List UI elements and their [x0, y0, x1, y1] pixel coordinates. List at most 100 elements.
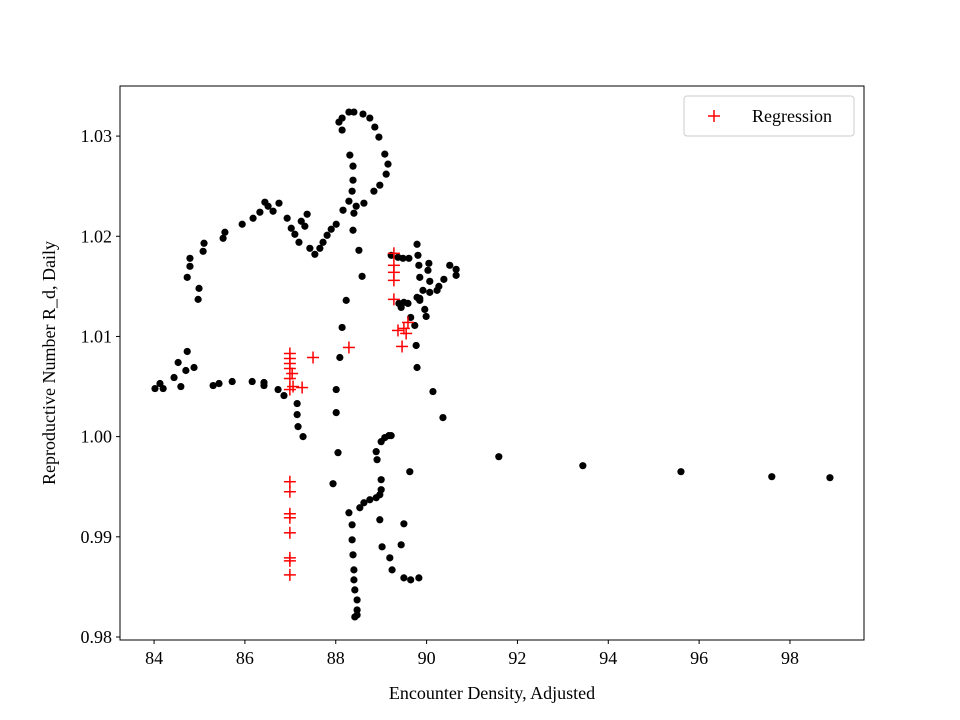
dot	[435, 282, 443, 290]
dot	[297, 217, 305, 225]
dot	[826, 474, 834, 482]
dot	[400, 574, 408, 582]
dot	[440, 275, 448, 283]
y-tick-label: 1.03	[81, 126, 113, 146]
plus-marker	[401, 316, 414, 329]
dot	[375, 133, 383, 141]
dot	[159, 384, 167, 393]
y-tick-label: 1.01	[81, 326, 113, 346]
dot	[338, 114, 346, 122]
dot	[356, 504, 364, 512]
dot	[228, 377, 236, 386]
dot	[249, 214, 257, 222]
dot	[151, 384, 159, 393]
x-tick-label: 96	[690, 648, 708, 668]
dot	[358, 272, 366, 280]
dot	[382, 170, 390, 178]
plot-frame	[119, 85, 865, 641]
dot	[424, 266, 432, 274]
dot	[195, 284, 203, 292]
plus-marker	[283, 485, 296, 498]
dot	[332, 408, 340, 417]
y-tick-label: 1.00	[81, 427, 113, 447]
dot	[351, 586, 359, 594]
dot	[353, 596, 361, 604]
dot	[221, 228, 229, 236]
dot	[299, 433, 307, 441]
dot	[349, 176, 357, 184]
dot	[190, 363, 198, 372]
dot	[182, 366, 190, 375]
dot	[295, 238, 303, 246]
plus-marker	[342, 341, 355, 354]
dot	[306, 244, 314, 252]
dot	[338, 126, 346, 134]
dot	[415, 261, 423, 269]
legend-label: Regression	[752, 106, 832, 126]
dot	[366, 496, 374, 504]
plus-marker	[283, 362, 296, 375]
dot	[352, 202, 360, 210]
dot	[350, 576, 358, 584]
plus-marker	[387, 293, 400, 306]
dot	[301, 222, 309, 230]
dot	[274, 385, 282, 394]
dot	[495, 453, 503, 461]
dot	[346, 151, 354, 159]
dot	[373, 456, 381, 464]
dot	[360, 499, 368, 507]
dot	[183, 273, 191, 281]
dot	[355, 246, 363, 254]
dot	[371, 123, 379, 131]
dot	[238, 220, 246, 228]
dot	[397, 541, 405, 549]
dot	[349, 551, 357, 559]
plus-marker	[391, 324, 404, 337]
dot	[186, 262, 194, 270]
dot	[345, 197, 353, 205]
dot	[338, 323, 346, 332]
dot	[411, 321, 419, 330]
dot	[342, 296, 350, 304]
x-axis-label: Encounter Density, Adjusted	[389, 683, 595, 703]
plus-marker	[283, 383, 296, 396]
dot	[372, 448, 380, 456]
dot	[264, 202, 272, 210]
legend-box	[683, 95, 855, 137]
y-tick-label: 0.98	[81, 627, 113, 647]
plus-marker	[286, 367, 299, 380]
dot	[294, 423, 302, 431]
y-tick-label: 0.99	[81, 527, 113, 547]
x-tick-label: 86	[236, 648, 254, 668]
x-tick-label: 92	[508, 648, 526, 668]
plus-marker	[400, 327, 413, 340]
plus-marker	[283, 372, 296, 385]
dot	[209, 381, 217, 390]
dot	[422, 312, 430, 321]
dot	[359, 110, 367, 118]
dot	[287, 224, 295, 232]
dot	[348, 521, 356, 529]
dot	[413, 240, 421, 248]
dot	[452, 271, 460, 279]
dot	[386, 554, 394, 562]
dot	[406, 468, 414, 476]
plus-marker	[283, 526, 296, 539]
dot	[579, 462, 587, 470]
plus-marker	[708, 110, 720, 122]
dot	[421, 305, 429, 314]
dot	[319, 238, 327, 246]
dot	[269, 207, 277, 215]
x-tick-label: 98	[781, 648, 799, 668]
y-tick-label: 1.02	[81, 226, 113, 246]
dot	[415, 574, 423, 582]
plus-marker	[296, 381, 309, 394]
dot	[400, 520, 408, 528]
dot	[349, 162, 357, 170]
dot	[349, 226, 357, 234]
dot	[280, 391, 288, 400]
dot	[200, 239, 208, 247]
dot	[350, 108, 358, 116]
dot	[351, 613, 359, 621]
plus-marker	[283, 568, 296, 581]
